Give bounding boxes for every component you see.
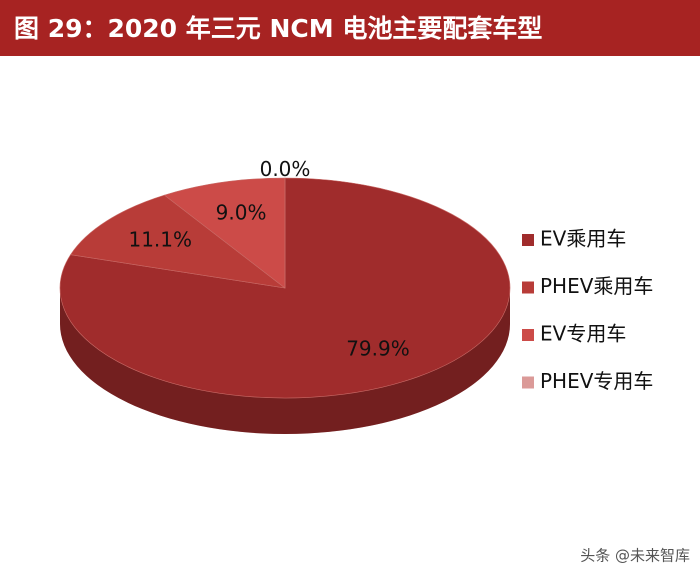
pie-slice [70,194,286,289]
pie-slice [163,177,286,289]
data-label: 9.0% [216,201,267,225]
watermark: 头条 @未来智库 [580,547,690,565]
legend-label: EV专用车 [540,322,626,346]
title-bar [0,0,700,56]
data-label: 11.1% [128,227,192,251]
legend-swatch [522,281,534,294]
pie-side-shade [60,288,510,434]
legend-label: EV乘用车 [540,227,626,251]
legend-swatch [522,234,534,246]
legend-label: PHEV乘用车 [540,274,653,298]
legend-swatch [522,376,534,389]
pie-side [60,288,510,434]
data-label: 79.9% [346,337,410,361]
legend-label: PHEV专用车 [540,369,653,393]
data-label: 0.0% [260,157,311,181]
chart-title: 图 29：2020 年三元 NCM 电池主要配套车型 [14,14,542,43]
legend-swatch [522,329,534,341]
